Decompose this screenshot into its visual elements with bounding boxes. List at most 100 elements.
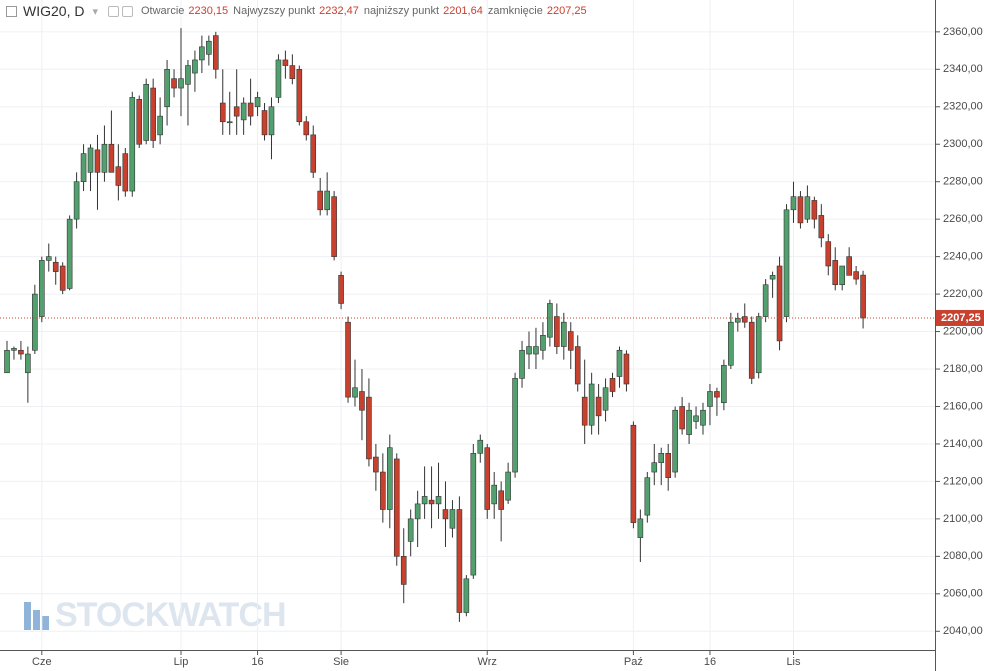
candle-body bbox=[533, 346, 539, 355]
y-tick-label: 2200,00 bbox=[943, 325, 983, 337]
y-tick-label: 2320,00 bbox=[943, 101, 983, 113]
candle-body bbox=[115, 166, 122, 186]
candle-body bbox=[449, 509, 456, 529]
candle-body bbox=[171, 78, 177, 89]
last-price-label: 2207,25 bbox=[941, 312, 981, 324]
candle-body bbox=[554, 316, 560, 347]
candle-body bbox=[755, 316, 762, 374]
y-tick-label: 2080,00 bbox=[943, 550, 983, 562]
y-tick-label: 2140,00 bbox=[943, 438, 983, 450]
plot-area bbox=[0, 0, 935, 650]
y-tick-label: 2160,00 bbox=[943, 400, 983, 412]
logo-bar bbox=[24, 602, 31, 630]
collapse-icon[interactable] bbox=[6, 5, 17, 17]
field-name: Najwyzszy punkt bbox=[233, 5, 316, 17]
candle-body bbox=[400, 556, 407, 585]
candle-body bbox=[519, 349, 525, 379]
candle-body bbox=[199, 46, 205, 61]
candle-body bbox=[721, 364, 727, 404]
x-tick-label: Lis bbox=[786, 656, 801, 668]
candle-body bbox=[811, 200, 818, 220]
candle-body bbox=[818, 215, 825, 239]
candle-body bbox=[505, 471, 511, 501]
y-tick-label: 2260,00 bbox=[943, 213, 983, 225]
candle-body bbox=[623, 353, 630, 385]
candle-body bbox=[331, 196, 337, 257]
candle-body bbox=[498, 490, 504, 510]
candle-body bbox=[338, 275, 344, 304]
candle-body bbox=[435, 496, 442, 505]
symbol: WIG20, D bbox=[23, 3, 85, 19]
candle-body bbox=[178, 78, 184, 89]
candle-body bbox=[804, 196, 811, 220]
candle-body bbox=[18, 349, 24, 355]
candle-body bbox=[456, 509, 463, 613]
candle-body bbox=[80, 153, 87, 183]
candle-body bbox=[192, 59, 198, 74]
candle-body bbox=[797, 196, 804, 224]
candle-body bbox=[108, 143, 115, 173]
settings-icon[interactable] bbox=[122, 5, 133, 17]
candle-body bbox=[275, 59, 282, 98]
candle-body bbox=[226, 121, 233, 124]
candle-body bbox=[728, 321, 734, 366]
candle-body bbox=[567, 331, 574, 351]
candle-body bbox=[560, 321, 567, 347]
field-name: zamknięcie bbox=[487, 5, 543, 17]
candle-body bbox=[762, 284, 769, 317]
x-tick-label: Lip bbox=[174, 656, 189, 668]
candle-body bbox=[213, 35, 219, 70]
candle-body bbox=[414, 503, 421, 520]
candle-body bbox=[407, 518, 414, 542]
ohlc-fields: Otwarcie 2230,15 Najwyzszy punkt 2232,47 naj… bbox=[141, 5, 592, 17]
y-tick-label: 2180,00 bbox=[943, 363, 983, 375]
candle-body bbox=[282, 59, 289, 66]
candle-body bbox=[359, 391, 365, 411]
candle-body bbox=[73, 181, 80, 220]
dropdown-icon[interactable]: ▾ bbox=[92, 5, 98, 18]
candle-body bbox=[428, 499, 435, 505]
logo-bar bbox=[42, 616, 49, 630]
candle-body bbox=[832, 260, 839, 286]
candle-body bbox=[776, 265, 783, 342]
y-tick-label: 2100,00 bbox=[943, 513, 983, 525]
candle-body bbox=[380, 471, 386, 510]
candle-body bbox=[442, 509, 449, 520]
y-tick-label: 2060,00 bbox=[943, 588, 983, 600]
candle-body bbox=[240, 102, 247, 121]
candle-body bbox=[839, 265, 846, 286]
candle-body bbox=[11, 348, 17, 351]
candle-body bbox=[595, 396, 602, 417]
x-tick-label: 16 bbox=[251, 656, 263, 668]
candle-body bbox=[87, 147, 94, 173]
x-tick-label: Sie bbox=[333, 656, 349, 668]
candle-body bbox=[790, 196, 797, 211]
field-name: Otwarcie bbox=[141, 5, 185, 17]
candle-body bbox=[233, 106, 240, 117]
candle-body bbox=[644, 477, 651, 516]
candle-body bbox=[101, 143, 108, 173]
candle-body bbox=[122, 153, 129, 192]
candle-body bbox=[665, 453, 672, 478]
candle-body bbox=[247, 102, 254, 117]
candle-body bbox=[303, 121, 310, 136]
candle-body bbox=[463, 578, 470, 613]
candle-body bbox=[129, 97, 136, 192]
eye-icon[interactable] bbox=[108, 5, 119, 17]
x-tick-label: Paź bbox=[624, 656, 643, 668]
candle-body bbox=[769, 275, 776, 280]
candle-body bbox=[32, 293, 38, 351]
candle-body bbox=[658, 453, 665, 463]
candle-body bbox=[700, 409, 706, 426]
field-value: 2230,15 bbox=[188, 5, 229, 17]
candle-body bbox=[421, 496, 428, 505]
candle-body bbox=[45, 256, 52, 261]
candle-body bbox=[526, 346, 532, 355]
candle-body bbox=[150, 87, 156, 141]
candle-body bbox=[602, 387, 609, 411]
candle-body bbox=[477, 439, 484, 454]
candle-body bbox=[630, 424, 637, 523]
candle-body bbox=[52, 261, 59, 272]
